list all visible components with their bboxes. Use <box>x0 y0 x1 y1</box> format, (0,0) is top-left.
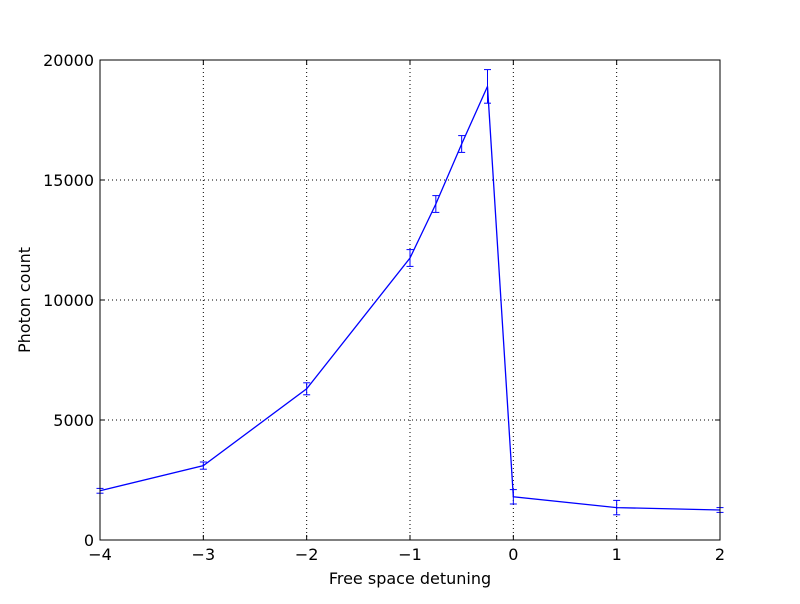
x-tick-label: −3 <box>192 545 216 564</box>
y-tick-label: 0 <box>84 531 94 550</box>
x-axis-title: Free space detuning <box>329 569 491 588</box>
x-tick-label: 2 <box>715 545 725 564</box>
y-tick-label: 5000 <box>53 411 94 430</box>
x-tick-label: 0 <box>508 545 518 564</box>
y-axis-title: Photon count <box>15 247 34 353</box>
y-tick-label: 10000 <box>43 291 94 310</box>
x-tick-label: −1 <box>398 545 422 564</box>
x-tick-label: −2 <box>295 545 319 564</box>
y-tick-label: 20000 <box>43 51 94 70</box>
x-tick-label: 1 <box>612 545 622 564</box>
y-tick-label: 15000 <box>43 171 94 190</box>
